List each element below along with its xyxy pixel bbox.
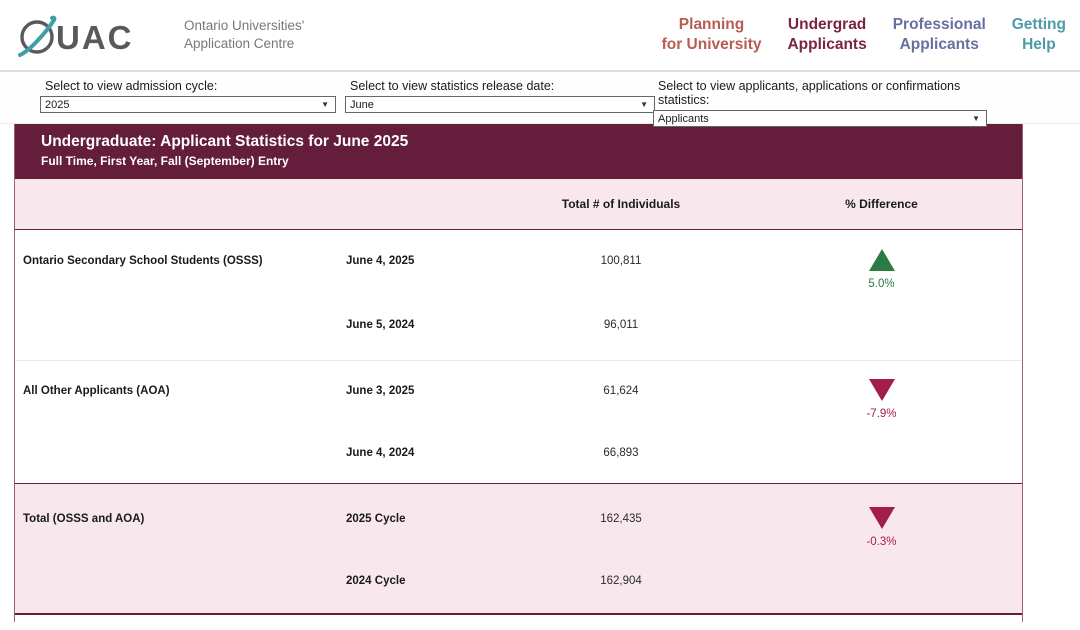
trend-cell: -0.3%: [741, 507, 1022, 548]
trend-percent: -0.3%: [866, 536, 897, 548]
col-header-difference: % Difference: [845, 197, 918, 211]
table-title-bar: Undergraduate: Applicant Statistics for …: [15, 124, 1022, 179]
table-row-group-aoa: All Other Applicants (AOA) June 3, 2025 …: [15, 360, 1022, 483]
row-date: 2024 Cycle: [346, 575, 406, 587]
category-label: All Other Applicants (AOA): [23, 385, 170, 397]
col-header-individuals: Total # of Individuals: [561, 197, 681, 211]
ouac-logo-icon: UAC: [18, 15, 134, 57]
row-value: 66,893: [603, 447, 639, 459]
main-nav: Planning for University Undergrad Applic…: [662, 15, 1070, 55]
statistics-table: Undergraduate: Applicant Statistics for …: [14, 124, 1023, 622]
row-date: June 4, 2025: [346, 255, 415, 267]
site-header: UAC Ontario Universities' Application Ce…: [0, 0, 1080, 72]
release-date-select[interactable]: June ▼: [345, 96, 655, 113]
row-value: 96,011: [603, 319, 639, 331]
trend-percent: -7.9%: [866, 408, 897, 420]
table-title: Undergraduate: Applicant Statistics for …: [41, 133, 409, 150]
stat-type-label: Select to view applicants, applications …: [658, 79, 961, 107]
next-section-partial: [15, 615, 1022, 622]
trend-percent: 5.0%: [868, 278, 895, 290]
row-value: 162,904: [600, 575, 642, 587]
trend-down-icon: [868, 379, 895, 401]
row-value: 100,811: [600, 255, 642, 267]
trend-down-icon: [868, 507, 895, 529]
category-label: Total (OSSS and AOA): [23, 513, 145, 525]
filter-admission-cycle: Select to view admission cycle: 2025 ▼: [40, 79, 336, 113]
filter-bar: Select to view admission cycle: 2025 ▼ S…: [0, 72, 1080, 127]
trend-cell: 5.0%: [741, 249, 1022, 290]
nav-planning-for-university[interactable]: Planning for University: [661, 15, 762, 53]
row-date: June 5, 2024: [346, 319, 415, 331]
admission-cycle-label: Select to view admission cycle:: [45, 79, 218, 93]
stat-type-select[interactable]: Applicants ▼: [653, 110, 987, 127]
row-date: 2025 Cycle: [346, 513, 406, 525]
row-value: 162,435: [600, 513, 642, 525]
release-date-label: Select to view statistics release date:: [350, 79, 555, 93]
release-date-value: June: [350, 98, 374, 111]
trend-cell: -7.9%: [741, 379, 1022, 420]
nav-getting-help[interactable]: Getting Help: [1011, 15, 1066, 53]
row-date: June 4, 2024: [346, 447, 415, 459]
svg-text:UAC: UAC: [56, 19, 134, 56]
row-value: 61,624: [603, 385, 639, 397]
table-header-row: Total # of Individuals % Difference: [15, 179, 1022, 230]
table-row-group-osss: Ontario Secondary School Students (OSSS)…: [15, 230, 1022, 360]
trend-up-icon: [868, 249, 895, 271]
chevron-down-icon: ▼: [321, 100, 329, 109]
admission-cycle-select[interactable]: 2025 ▼: [40, 96, 336, 113]
chevron-down-icon: ▼: [640, 100, 648, 109]
row-date: June 3, 2025: [346, 385, 415, 397]
ouac-logo[interactable]: UAC Ontario Universities' Application Ce…: [14, 12, 304, 58]
nav-undergrad-applicants[interactable]: Undergrad Applicants: [787, 15, 867, 53]
nav-professional-applicants[interactable]: Professional Applicants: [892, 15, 986, 53]
table-row-group-total: Total (OSSS and AOA) 2025 Cycle 162,435 …: [15, 483, 1022, 615]
table-subtitle: Full Time, First Year, Fall (September) …: [41, 154, 289, 168]
chevron-down-icon: ▼: [972, 114, 980, 123]
org-name: Ontario Universities' Application Centre: [184, 18, 305, 51]
category-label: Ontario Secondary School Students (OSSS): [23, 255, 263, 267]
admission-cycle-value: 2025: [45, 98, 70, 111]
filter-release-date: Select to view statistics release date: …: [345, 79, 655, 113]
stat-type-value: Applicants: [658, 112, 709, 125]
filter-stat-type: Select to view applicants, applications …: [653, 79, 987, 127]
